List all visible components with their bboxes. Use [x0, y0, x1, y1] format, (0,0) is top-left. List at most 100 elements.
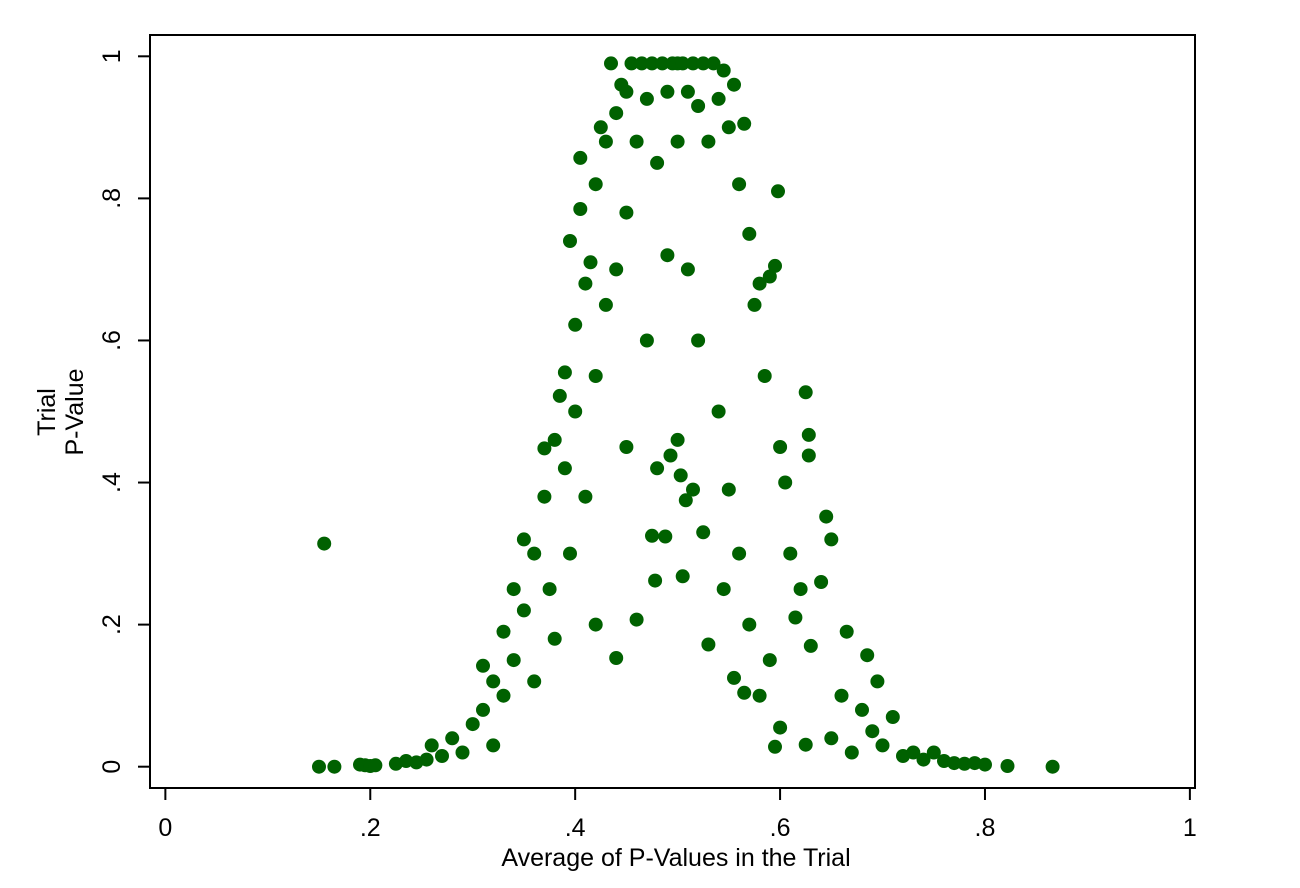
- data-point: [926, 745, 941, 760]
- data-point: [619, 205, 634, 220]
- data-point: [798, 385, 813, 400]
- data-point: [834, 688, 849, 703]
- data-point: [706, 56, 721, 71]
- data-point: [435, 749, 449, 763]
- data-point: [476, 702, 490, 717]
- data-point: [814, 575, 829, 589]
- data-point: [727, 670, 741, 685]
- data-point: [568, 404, 583, 419]
- data-point: [419, 752, 434, 767]
- data-point: [762, 653, 777, 668]
- data-point: [578, 489, 593, 504]
- data-point: [573, 150, 588, 165]
- data-point: [547, 631, 562, 646]
- data-point: [506, 653, 521, 668]
- data-point: [732, 177, 747, 192]
- data-point: [801, 448, 816, 463]
- data-point: [317, 536, 332, 551]
- data-point: [516, 603, 531, 618]
- data-point: [875, 738, 890, 753]
- data-point: [844, 745, 859, 760]
- data-point: [670, 432, 685, 447]
- data-point: [424, 738, 439, 753]
- data-point: [967, 756, 982, 771]
- x-tick-label: .6: [770, 814, 791, 842]
- data-point: [455, 745, 470, 760]
- data-point: [673, 468, 688, 483]
- data-point: [506, 582, 521, 597]
- data-point: [696, 56, 711, 71]
- data-point: [648, 573, 663, 588]
- data-point: [737, 116, 752, 131]
- data-point: [598, 297, 613, 312]
- data-point: [885, 710, 900, 724]
- data-point: [768, 258, 782, 273]
- data-point: [629, 134, 644, 149]
- data-point: [486, 738, 501, 753]
- data-point: [604, 56, 618, 71]
- x-tick-label: .2: [360, 814, 381, 842]
- data-point: [801, 427, 816, 442]
- data-point: [865, 724, 880, 739]
- data-point: [516, 532, 531, 547]
- plot-frame: [149, 34, 1196, 789]
- data-point: [588, 369, 603, 383]
- data-point: [675, 56, 690, 71]
- x-axis-title: Average of P-Values in the Trial: [501, 844, 850, 872]
- data-point: [445, 731, 460, 746]
- data-point: [686, 56, 700, 71]
- data-point: [824, 532, 839, 547]
- data-point: [701, 637, 716, 652]
- data-point: [663, 448, 678, 463]
- data-point: [655, 56, 670, 71]
- data-point: [978, 757, 992, 772]
- data-point: [593, 120, 608, 135]
- y-axis-title-line-2: P-Value: [61, 368, 89, 455]
- data-point: [691, 333, 706, 348]
- data-point: [645, 56, 659, 71]
- data-point: [619, 84, 634, 99]
- data-point: [583, 255, 598, 270]
- points-layer: [312, 56, 1060, 774]
- data-point: [619, 440, 634, 454]
- data-point: [650, 155, 665, 170]
- data-point: [327, 759, 342, 774]
- data-point: [716, 582, 731, 597]
- x-tick-label: .8: [975, 814, 996, 842]
- data-point: [768, 739, 782, 754]
- data-point: [680, 262, 695, 277]
- data-point: [496, 624, 511, 639]
- data-point: [711, 91, 726, 106]
- data-point: [568, 317, 583, 332]
- y-tick-label: .4: [98, 472, 126, 493]
- data-point: [773, 440, 788, 454]
- data-point: [737, 685, 752, 700]
- data-point: [824, 731, 839, 746]
- data-point: [762, 269, 777, 284]
- data-point: [563, 546, 577, 561]
- data-point: [1045, 759, 1060, 774]
- data-point: [312, 759, 326, 774]
- data-point: [573, 202, 588, 216]
- data-point: [803, 638, 818, 653]
- data-point: [557, 365, 572, 380]
- data-point: [691, 99, 706, 113]
- data-point: [629, 612, 644, 627]
- data-point: [742, 226, 757, 241]
- data-point: [624, 56, 639, 71]
- data-point: [598, 134, 613, 149]
- data-point: [721, 120, 736, 135]
- data-point: [588, 617, 603, 632]
- data-point: [686, 482, 700, 497]
- data-point: [773, 720, 788, 735]
- data-point: [486, 674, 501, 689]
- data-point: [609, 651, 624, 665]
- data-point: [747, 297, 762, 312]
- data-point: [680, 84, 695, 99]
- data-point: [557, 461, 572, 476]
- data-point: [716, 63, 731, 78]
- data-point: [650, 461, 665, 476]
- data-point: [552, 388, 567, 403]
- data-point: [947, 756, 962, 771]
- data-point: [660, 248, 675, 263]
